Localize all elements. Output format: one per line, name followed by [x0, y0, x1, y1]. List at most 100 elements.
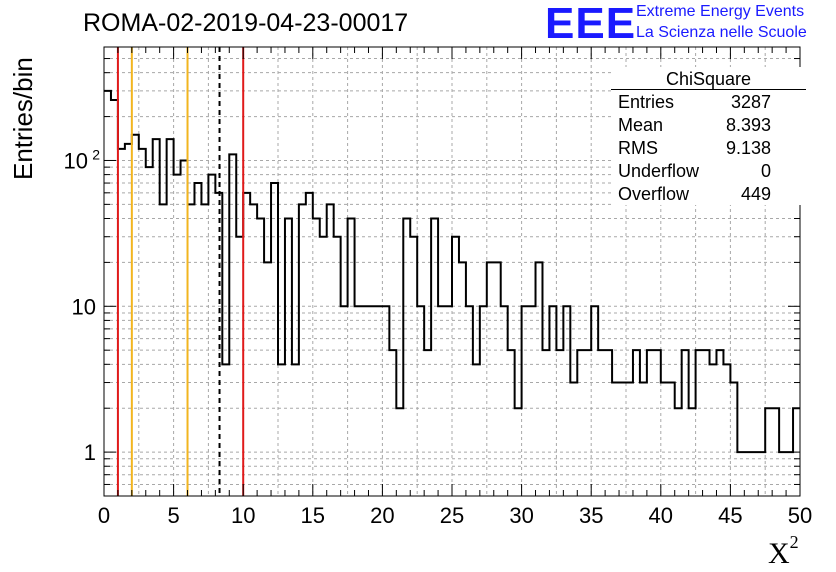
histogram-bin	[556, 350, 563, 496]
histogram-bin	[389, 350, 396, 496]
stats-row-rms: RMS 9.138	[618, 138, 771, 161]
x-axis-label: X2	[768, 532, 799, 571]
histogram-bin	[278, 364, 285, 496]
histogram-bin	[348, 218, 355, 496]
x-tick-label: 45	[718, 503, 742, 528]
histogram-bin	[710, 364, 717, 496]
histogram-bin	[410, 237, 417, 496]
histogram-bin	[577, 350, 584, 496]
x-tick-label: 10	[231, 503, 255, 528]
stats-value: 0	[760, 161, 771, 181]
histogram-bin	[536, 262, 543, 496]
histogram-bin	[368, 306, 375, 496]
histogram-bin	[403, 218, 410, 496]
histogram-bin	[320, 237, 327, 496]
x-tick-label: 25	[440, 503, 464, 528]
y-tick-label: 10	[64, 148, 88, 173]
y-tick-label-exponent: 2	[92, 146, 100, 162]
stats-row-mean: Mean 8.393	[618, 115, 771, 138]
histogram-bin	[208, 175, 215, 496]
stats-divider	[611, 89, 806, 90]
histogram-bin	[229, 154, 236, 496]
logo-line-1: Extreme Energy Events	[636, 3, 805, 20]
stats-label: Entries	[618, 92, 675, 112]
histogram-bin	[598, 350, 605, 496]
histogram-bin	[473, 364, 480, 496]
stats-label: Overflow	[618, 184, 690, 204]
histogram-bin	[452, 237, 459, 496]
histogram-bars	[104, 89, 800, 496]
x-axis-label-base: X	[768, 537, 790, 570]
histogram-bin	[362, 306, 369, 496]
stats-row-overflow: Overflow 449	[618, 184, 771, 207]
histogram-bin	[682, 350, 689, 496]
histogram-bin	[431, 218, 438, 496]
stats-value: 3287	[730, 92, 771, 112]
stats-value: 8.393	[725, 115, 771, 135]
histogram-bin	[382, 306, 389, 496]
histogram-bin	[612, 383, 619, 496]
histogram-bin	[306, 193, 313, 496]
histogram-bin	[522, 306, 529, 496]
stats-label: Underflow	[618, 161, 700, 181]
histogram-bin	[619, 383, 626, 496]
x-tick-label: 30	[509, 503, 533, 528]
histogram-bin	[508, 350, 515, 496]
histogram-bin	[661, 383, 668, 496]
histogram-bin	[111, 100, 118, 496]
y-tick-label: 1	[84, 440, 96, 465]
histogram-bin	[424, 350, 431, 496]
histogram-bin	[626, 383, 633, 496]
histogram-bin	[445, 306, 452, 496]
histogram-bin	[132, 135, 139, 496]
histogram-bin	[494, 262, 501, 496]
histogram-bin	[542, 350, 549, 496]
x-tick-label: 0	[98, 503, 110, 528]
histogram-bin	[633, 350, 640, 496]
histogram-bin	[375, 306, 382, 496]
histogram-outline	[104, 89, 800, 454]
y-axis-label: Entries/bin	[8, 57, 38, 180]
histogram-bin	[459, 262, 466, 496]
stats-label: RMS	[618, 138, 658, 158]
histogram-bin	[466, 306, 473, 496]
histogram-bin	[563, 306, 570, 496]
histogram-bin	[341, 306, 348, 496]
histogram-bin	[703, 350, 710, 496]
histogram-bin	[529, 306, 536, 496]
histogram-bin	[118, 149, 125, 496]
histogram-bin	[501, 306, 508, 496]
histogram-bin	[417, 306, 424, 496]
histogram-bin	[640, 383, 647, 496]
histogram-title: ROMA-02-2019-04-23-00017	[83, 9, 409, 37]
stats-value: 449	[740, 184, 771, 204]
histogram-bin	[654, 350, 661, 496]
histogram-bin	[271, 183, 278, 496]
x-tick-label: 50	[788, 503, 812, 528]
histogram-bin	[584, 350, 591, 496]
logo-line-2: La Scienza nelle Scuole	[636, 24, 807, 41]
histogram-bin	[730, 383, 737, 496]
threshold-lines	[116, 47, 245, 496]
histogram-bin	[222, 364, 229, 496]
histogram-bin	[194, 183, 201, 496]
stats-row-entries: Entries 3287	[618, 92, 771, 115]
stats-title: ChiSquare	[665, 69, 752, 89]
histogram-bin	[292, 364, 299, 496]
histogram-bin	[480, 306, 487, 496]
histogram-bin	[139, 149, 146, 496]
histogram-bin	[104, 91, 111, 496]
histogram-bin	[549, 306, 556, 496]
x-tick-label: 15	[301, 503, 325, 528]
stats-value: 9.138	[725, 138, 771, 158]
histogram-bin	[146, 167, 153, 496]
histogram-bin	[257, 218, 264, 496]
x-tick-label: 5	[167, 503, 179, 528]
y-tick-label: 10	[72, 294, 96, 319]
histogram-bin	[647, 350, 654, 496]
histogram-bin	[243, 193, 250, 496]
eee-logo: EEE	[545, 0, 637, 48]
histogram-bin	[355, 306, 362, 496]
